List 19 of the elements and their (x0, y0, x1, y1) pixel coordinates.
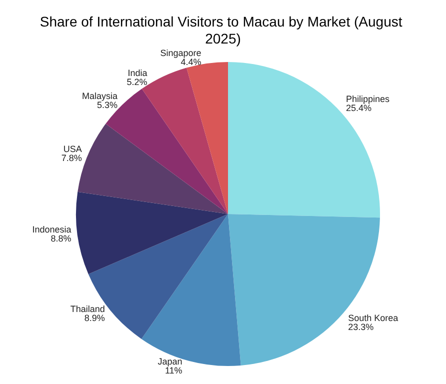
data-label: 8.9% (84, 313, 105, 323)
chart-title: Share of International Visitors to Macau by Market (August 2025) (40, 14, 406, 46)
slice-label: Malaysia (82, 90, 118, 101)
data-label: 4.4% (180, 57, 202, 68)
slice-label: Indonesia (32, 224, 72, 235)
data-label: 8.8% (50, 234, 72, 244)
data-label: 7.8% (61, 153, 82, 164)
data-label: 5.3% (97, 100, 118, 110)
data-label: 23.3% (348, 322, 374, 332)
slice-label: Japan (158, 356, 182, 366)
data-label: 5.2% (126, 77, 148, 88)
slice-label: Philippines (346, 94, 390, 104)
slice-label: South Korea (348, 312, 398, 323)
slice-label: USA (63, 144, 82, 154)
slice-label: India (128, 68, 148, 78)
slice-label: Singapore (160, 48, 202, 58)
data-label: 25.4% (346, 103, 372, 114)
slice-label: Thailand (70, 304, 105, 314)
data-label: 11% (164, 366, 182, 376)
